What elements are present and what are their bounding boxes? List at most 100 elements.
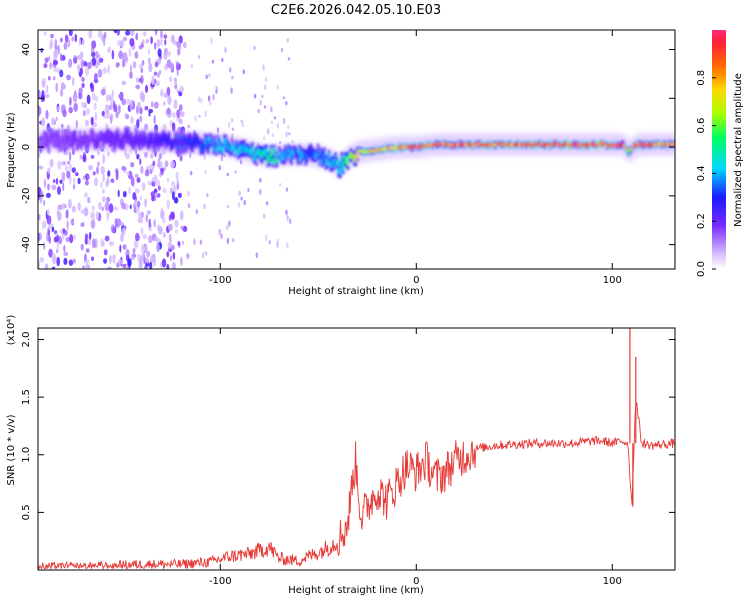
ridge-cell-core <box>81 138 85 144</box>
ridge-cell-core <box>597 141 600 146</box>
ridge-cell-core <box>662 142 665 146</box>
noise-blob <box>178 192 182 198</box>
noise-blob <box>167 241 172 249</box>
noise-blob <box>132 61 137 69</box>
noise-blob <box>151 181 156 187</box>
noise-blob <box>160 167 165 173</box>
ridge-cell-core <box>610 143 613 148</box>
noise-blob <box>51 266 56 269</box>
ridge-cell-core <box>571 142 574 147</box>
ridge-cell-core <box>408 145 411 149</box>
ridge-cell-core <box>503 142 506 146</box>
ridge-cell-core <box>138 137 141 146</box>
ridge-cell-core <box>594 143 597 148</box>
noise-blob <box>42 78 47 83</box>
ridge-cell-core <box>141 138 144 145</box>
noise-blob <box>148 63 153 73</box>
ridge-cell-core <box>177 134 180 143</box>
noise-blob <box>90 83 95 93</box>
ridge-cell-core <box>345 156 348 164</box>
noise-blob <box>43 63 48 69</box>
noise-blob <box>47 76 51 81</box>
ridge-cell-core <box>216 138 219 145</box>
noise-blob <box>253 45 256 50</box>
noise-blob <box>48 236 51 244</box>
ridge-cell-core <box>624 146 627 150</box>
ridge-cell-core <box>500 142 503 147</box>
ridge-cell-core <box>157 137 160 147</box>
noise-blob <box>160 30 163 39</box>
noise-blob <box>83 61 88 67</box>
ridge-cell-core <box>392 147 395 151</box>
noise-blob <box>115 170 119 181</box>
noise-blob <box>91 256 94 262</box>
ridge-cell-core <box>245 146 248 153</box>
ridge-cell-core <box>122 138 125 146</box>
ridge-cell-core <box>113 139 116 148</box>
noise-blob <box>136 200 141 208</box>
noise-blob <box>91 57 97 66</box>
noise-blob <box>66 220 69 231</box>
colorbar-tick-label: 0.8 <box>696 70 707 86</box>
noise-blob <box>107 151 110 157</box>
ridge-cell-core <box>83 134 86 141</box>
ridge-cell-core <box>480 143 483 147</box>
ridge-cell-core <box>541 143 544 148</box>
noise-blob <box>82 154 87 163</box>
ridge-cell-core <box>277 149 281 157</box>
ridge-cell-core <box>599 142 602 146</box>
ridge-cell-core <box>552 142 555 147</box>
noise-blob <box>77 177 81 185</box>
ridge-cell-core <box>477 143 480 147</box>
noise-blob <box>285 209 288 216</box>
noise-blob <box>129 102 133 112</box>
ridge-cell-core <box>494 143 497 148</box>
ridge-cell-core <box>296 155 299 162</box>
noise-blob <box>85 263 90 269</box>
ridge-cell-core <box>384 147 387 151</box>
noise-blob <box>209 101 212 106</box>
noise-blob <box>121 227 126 237</box>
noise-blob <box>63 245 66 252</box>
ridge-cell-core <box>381 147 384 152</box>
ridge-cell-core <box>312 151 315 159</box>
ridge-cell-core <box>491 142 494 147</box>
ridge-cell-core <box>119 141 122 147</box>
noise-blob <box>135 232 140 242</box>
ridge-cell-core <box>464 143 467 147</box>
noise-blob <box>68 106 73 114</box>
ridge-cell-core <box>227 145 230 151</box>
noise-blob <box>170 254 172 262</box>
ridge-cell-core <box>596 143 599 148</box>
noise-blob <box>177 48 181 56</box>
ridge-cell-core <box>453 143 456 148</box>
noise-blob <box>43 199 46 206</box>
ridge-cell-core <box>622 143 626 148</box>
colorbar-tick-label: 0.4 <box>696 165 707 181</box>
noise-blob <box>204 251 208 256</box>
noise-blob <box>118 93 123 99</box>
ridge-cell-core <box>616 143 619 147</box>
ridge-cell-core <box>511 143 514 147</box>
noise-blob <box>285 187 289 192</box>
ridge-cell-core <box>621 141 624 146</box>
ridge-cell-core <box>172 141 175 147</box>
noise-blob <box>199 239 203 245</box>
noise-blob <box>45 192 51 198</box>
noise-blob <box>56 240 60 249</box>
noise-blob <box>100 166 105 175</box>
ridge-cell-core <box>340 156 343 166</box>
ridge-cell-core <box>237 148 240 156</box>
noise-blob <box>72 76 75 87</box>
ridge-cell-core <box>561 143 564 148</box>
noise-blob <box>129 64 133 73</box>
noise-blob <box>234 170 237 174</box>
noise-blob <box>73 57 78 64</box>
ridge-cell-core <box>411 146 414 150</box>
snr-panel: -100 0 100 0.5 1.0 1.5 2.0 Height of straight … <box>6 315 676 596</box>
ridge-cell-core <box>213 139 216 149</box>
noise-blob <box>276 84 279 90</box>
noise-blob <box>288 218 292 225</box>
ridge-cell-core <box>219 144 223 151</box>
noise-blob <box>179 156 183 161</box>
